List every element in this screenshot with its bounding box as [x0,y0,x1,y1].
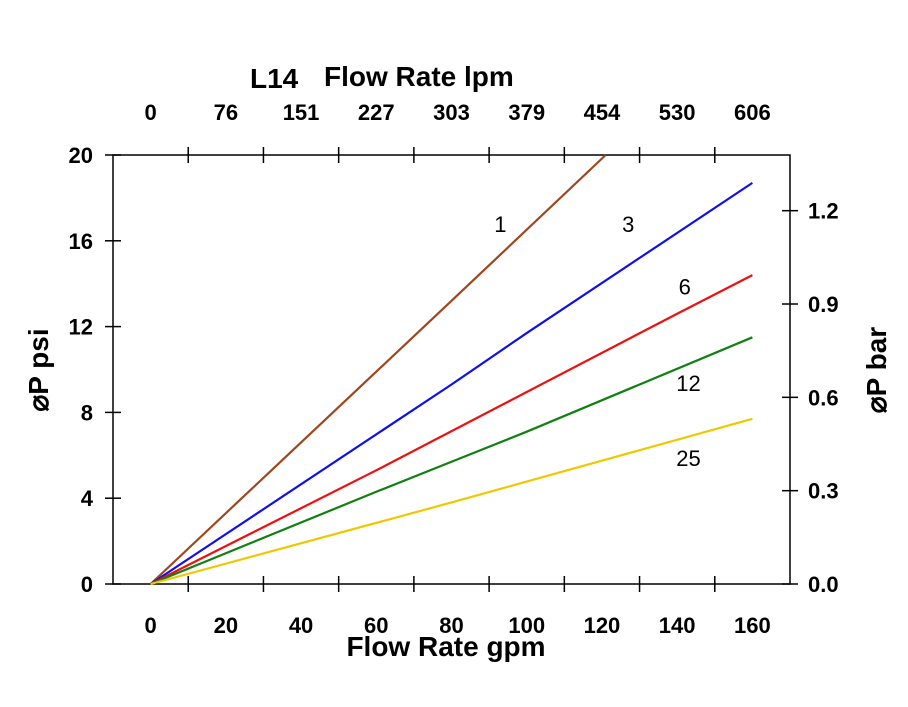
y-tick-label: 16 [69,229,93,254]
y2-tick-label: 0.9 [808,292,839,317]
x2-tick-label: 227 [358,100,395,125]
series-line-3 [150,181,753,585]
y2-tick-label: 0.0 [808,572,839,597]
series-line-25 [150,417,753,586]
series-label-3: 3 [622,212,634,237]
x2-tick-label: 0 [144,100,156,125]
plot-frame [112,154,791,585]
y2-axis-title: ⌀P bar [861,327,892,413]
series-line-6 [150,274,753,585]
x-tick-label: 160 [734,613,771,638]
x-tick-label: 80 [439,613,463,638]
x2-tick-label: 151 [283,100,320,125]
x2-tick-label: 76 [214,100,238,125]
top-axis-title: Flow Rate lpm [324,61,514,92]
x2-tick-label: 379 [508,100,545,125]
y-axis-title: ⌀P psi [23,328,54,411]
x2-tick-label: 303 [433,100,470,125]
x-tick-label: 40 [289,613,313,638]
series-line-1 [149,154,607,585]
y2-tick-label: 0.3 [808,479,839,504]
series-label-6: 6 [679,274,691,299]
series-line-12 [150,336,753,586]
x-tick-label: 60 [364,613,388,638]
series-label-25: 25 [676,446,700,471]
x-tick-label: 0 [144,613,156,638]
x-tick-label: 140 [659,613,696,638]
y2-tick-label: 0.6 [808,385,839,410]
x2-tick-label: 606 [734,100,771,125]
series-label-1: 1 [494,212,506,237]
y-tick-label: 8 [81,400,93,425]
y-tick-label: 12 [69,315,93,340]
x-tick-label: 100 [508,613,545,638]
y2-tick-label: 1.2 [808,199,839,224]
y-tick-label: 0 [81,572,93,597]
x2-tick-label: 454 [584,100,621,125]
y-tick-label: 4 [81,486,94,511]
series-label-12: 12 [676,371,700,396]
x2-tick-label: 530 [659,100,696,125]
x-tick-label: 20 [214,613,238,638]
y-tick-label: 20 [69,143,93,168]
x-axis-title: Flow Rate gpm [346,631,545,662]
chart-title: L14 [250,63,299,94]
x-tick-label: 120 [584,613,621,638]
